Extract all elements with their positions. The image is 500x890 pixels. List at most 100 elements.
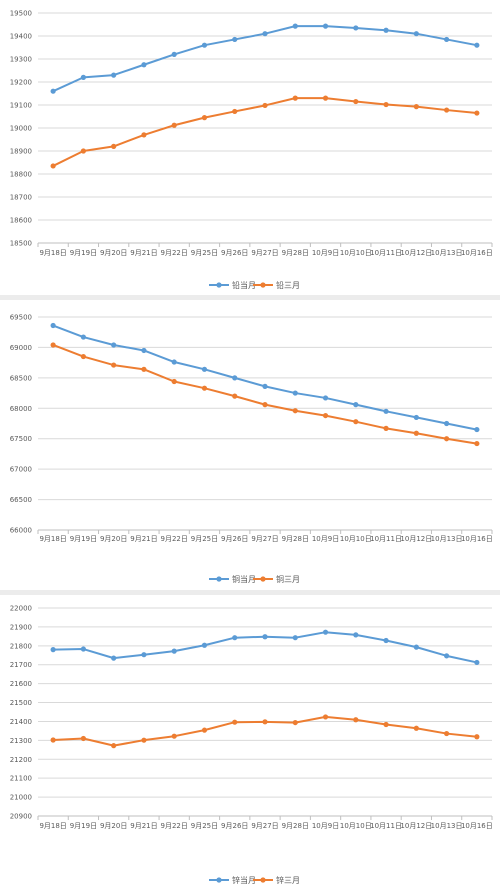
- lead-price-chart: 18500 18600 18700 18800 18900 19000 19100 19200…: [10, 10, 493, 291]
- data-point: [232, 719, 238, 725]
- data-point: [111, 143, 117, 149]
- data-point: [413, 31, 419, 37]
- data-point: [413, 430, 419, 436]
- data-point: [111, 655, 117, 661]
- data-point: [201, 115, 208, 121]
- y-tick-label: 21200: [10, 756, 32, 764]
- y-tick-label: 21000: [10, 794, 32, 802]
- data-point: [80, 353, 86, 360]
- data-point: [474, 440, 480, 447]
- x-tick-label: 9月20日: [100, 535, 127, 543]
- data-point: [80, 735, 86, 742]
- y-tick-label: 18600: [10, 217, 32, 225]
- data-point: [111, 72, 117, 78]
- data-point: [444, 653, 450, 659]
- data-point: [383, 101, 389, 108]
- data-point: [232, 635, 238, 641]
- y-tick-label: 21600: [10, 680, 32, 688]
- x-tick-label: 9月25日: [191, 822, 218, 830]
- copper-price-chart: 66000 66500 67000 67500 68000 68500 69000 69500…: [10, 314, 493, 585]
- data-point: [262, 383, 268, 389]
- data-point: [353, 419, 359, 425]
- x-tick-label: 9月28日: [282, 822, 309, 830]
- x-tick-label: 9月22日: [161, 535, 188, 543]
- legend-marker: [260, 576, 266, 582]
- data-point: [80, 74, 86, 80]
- data-point: [322, 395, 329, 401]
- data-point: [262, 719, 268, 725]
- lead-price-chart-panel: 18500 18600 18700 18800 18900 19000 19100 19200…: [0, 0, 500, 295]
- data-point: [413, 414, 419, 421]
- data-point: [201, 642, 208, 648]
- x-tick-label: 9月19日: [70, 535, 97, 543]
- data-point: [322, 629, 329, 635]
- x-tick-label: 10月13日: [431, 535, 463, 543]
- data-point: [50, 737, 56, 743]
- x-tick-label: 9月28日: [282, 249, 309, 257]
- x-tick-label: 9月26日: [221, 249, 248, 257]
- series-line: [52, 344, 478, 445]
- chart-divider: [0, 295, 500, 300]
- data-point: [201, 385, 208, 391]
- x-tick-label: 9月20日: [100, 249, 127, 257]
- x-tick-label: 10月9日: [312, 822, 339, 830]
- data-point: [322, 95, 329, 101]
- y-tick-label: 68500: [10, 374, 32, 382]
- copper-price-chart-panel: 66000 66500 67000 67500 68000 68500 69000 69500…: [0, 300, 500, 590]
- data-point: [171, 122, 177, 128]
- legend-marker: [216, 877, 222, 883]
- data-point: [50, 342, 56, 348]
- legend-label: 铜当月: [232, 574, 256, 584]
- data-point: [322, 412, 329, 419]
- x-tick-label: 9月22日: [161, 249, 188, 257]
- data-point: [80, 646, 86, 652]
- data-point: [141, 62, 147, 68]
- x-tick-label: 10月9日: [312, 535, 339, 543]
- data-point: [262, 402, 268, 408]
- data-point: [80, 148, 86, 154]
- x-tick-label: 9月27日: [251, 535, 278, 543]
- x-tick-label: 9月27日: [251, 249, 278, 257]
- x-tick-label: 9月22日: [161, 822, 188, 830]
- series-line: [52, 97, 477, 167]
- legend-marker: [216, 282, 222, 288]
- x-tick-label: 10月9日: [312, 249, 339, 257]
- data-point: [292, 408, 298, 414]
- data-point: [232, 375, 238, 381]
- data-point: [292, 719, 298, 726]
- x-tick-label: 10月10日: [340, 535, 372, 543]
- data-point: [80, 334, 86, 340]
- y-tick-label: 18500: [10, 240, 32, 248]
- y-tick-label: 22000: [10, 605, 32, 613]
- legend: 铅当月 铅三月: [209, 280, 300, 290]
- y-tick-label: 21700: [10, 661, 32, 669]
- legend-label: 铅当月: [232, 280, 256, 290]
- x-tick-label: 9月26日: [221, 535, 248, 543]
- data-point: [141, 737, 147, 743]
- data-point: [383, 721, 389, 728]
- y-tick-label: 66000: [10, 527, 32, 535]
- x-tick-label: 9月26日: [221, 822, 248, 830]
- data-point: [262, 31, 268, 37]
- y-tick-label: 18800: [10, 171, 32, 179]
- x-tick-label: 10月11日: [370, 249, 402, 257]
- data-point: [292, 635, 298, 641]
- x-tick-label: 9月27日: [251, 822, 278, 830]
- data-point: [383, 637, 389, 644]
- data-point: [201, 42, 208, 48]
- x-tick-label: 10月11日: [370, 822, 402, 830]
- x-tick-label: 10月16日: [461, 535, 493, 543]
- y-tick-label: 21100: [10, 775, 32, 783]
- x-tick-label: 9月25日: [191, 535, 218, 543]
- data-point: [353, 717, 359, 723]
- data-point: [353, 402, 359, 408]
- data-point: [141, 652, 147, 658]
- x-tick-label: 10月11日: [370, 535, 402, 543]
- data-point: [171, 733, 177, 739]
- data-point: [50, 163, 56, 169]
- data-point: [50, 88, 56, 94]
- data-point: [474, 659, 480, 666]
- data-point: [292, 95, 298, 101]
- data-point: [353, 98, 359, 105]
